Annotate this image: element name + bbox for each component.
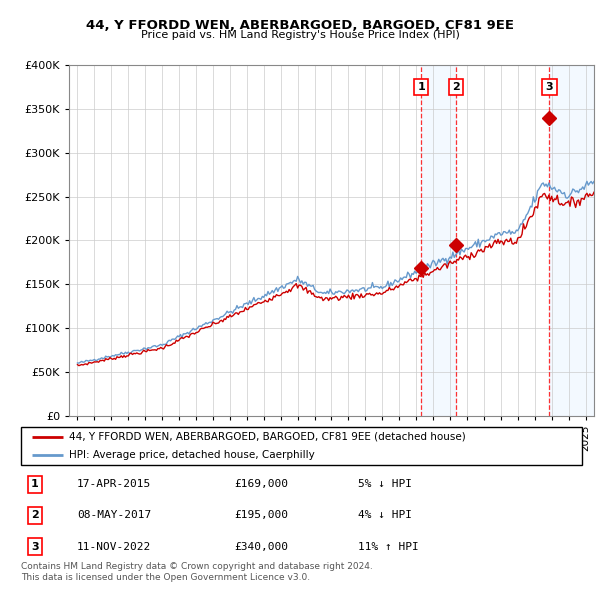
FancyBboxPatch shape — [21, 427, 582, 465]
Bar — [550, 65, 594, 416]
Text: 3: 3 — [31, 542, 39, 552]
Text: 3: 3 — [545, 82, 553, 92]
Text: £169,000: £169,000 — [234, 479, 288, 489]
Text: 1: 1 — [31, 479, 39, 489]
Text: Contains HM Land Registry data © Crown copyright and database right 2024.
This d: Contains HM Land Registry data © Crown c… — [21, 562, 373, 582]
Text: 08-MAY-2017: 08-MAY-2017 — [77, 510, 151, 520]
Text: 17-APR-2015: 17-APR-2015 — [77, 479, 151, 489]
Text: 4% ↓ HPI: 4% ↓ HPI — [358, 510, 412, 520]
Text: 5% ↓ HPI: 5% ↓ HPI — [358, 479, 412, 489]
Text: 44, Y FFORDD WEN, ABERBARGOED, BARGOED, CF81 9EE (detached house): 44, Y FFORDD WEN, ABERBARGOED, BARGOED, … — [68, 432, 466, 442]
Text: HPI: Average price, detached house, Caerphilly: HPI: Average price, detached house, Caer… — [68, 450, 314, 460]
Text: 11% ↑ HPI: 11% ↑ HPI — [358, 542, 418, 552]
Text: 44, Y FFORDD WEN, ABERBARGOED, BARGOED, CF81 9EE: 44, Y FFORDD WEN, ABERBARGOED, BARGOED, … — [86, 19, 514, 32]
Text: Price paid vs. HM Land Registry's House Price Index (HPI): Price paid vs. HM Land Registry's House … — [140, 30, 460, 40]
Text: £195,000: £195,000 — [234, 510, 288, 520]
Text: 2: 2 — [452, 82, 460, 92]
Text: £340,000: £340,000 — [234, 542, 288, 552]
Bar — [421, 65, 456, 416]
Text: 1: 1 — [417, 82, 425, 92]
Text: 2: 2 — [31, 510, 39, 520]
Text: 11-NOV-2022: 11-NOV-2022 — [77, 542, 151, 552]
